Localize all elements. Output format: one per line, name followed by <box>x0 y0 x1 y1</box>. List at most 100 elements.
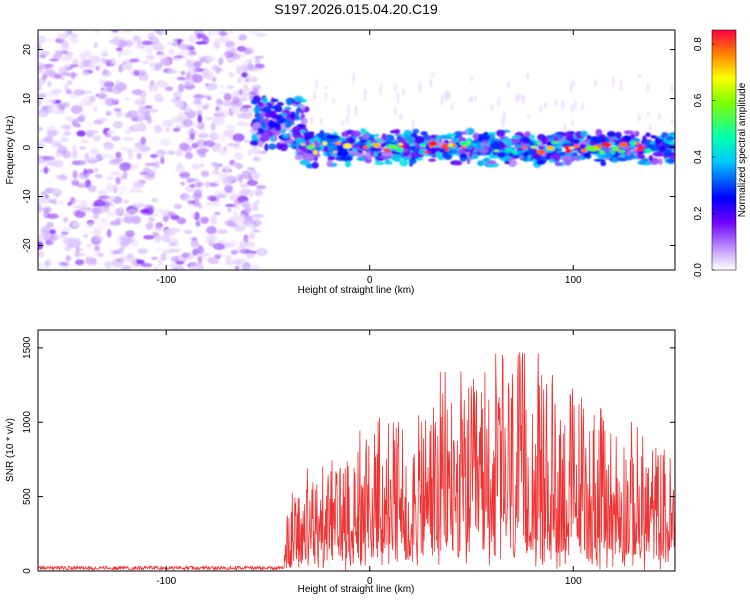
noise-blob <box>163 212 169 217</box>
snr-y-ticks: 0 500 1000 1500 <box>22 336 675 574</box>
noise-blob <box>72 145 77 153</box>
noise-blob <box>76 130 86 137</box>
onset-blob <box>291 125 302 135</box>
noise-blob <box>132 122 145 131</box>
noise-blob <box>252 229 261 233</box>
noise-blob <box>93 249 99 256</box>
tremor-blob <box>504 148 515 153</box>
noise-blob <box>241 71 248 78</box>
tremor-peak-blob <box>398 143 403 146</box>
noise-blob <box>90 147 99 155</box>
spectrogram-x-tick-label: -100 <box>156 275 176 286</box>
noise-blob <box>125 230 135 238</box>
noise-blob <box>154 160 160 169</box>
noise-blob <box>214 253 226 257</box>
noise-blob <box>226 143 239 147</box>
noise-blob <box>218 91 228 95</box>
noise-blob <box>251 204 259 212</box>
noise-blob <box>40 105 48 112</box>
tremor-peak-blob <box>601 142 612 148</box>
noise-blob <box>134 89 141 93</box>
tremor-blob <box>295 138 306 144</box>
noise-blob <box>100 87 105 91</box>
noise-blob <box>38 93 47 99</box>
noise-blob <box>246 252 255 259</box>
tremor-blob <box>364 158 372 164</box>
wisp-blob <box>638 74 642 79</box>
noise-blob <box>246 180 259 186</box>
noise-blob <box>73 200 82 204</box>
noise-blob <box>120 174 125 181</box>
tremor-blob <box>492 151 499 156</box>
noise-blob <box>143 235 155 240</box>
colorbar-tick-label: 0.2 <box>693 206 704 220</box>
noise-blob <box>93 134 101 142</box>
noise-blob <box>199 248 205 253</box>
tremor-blob <box>455 149 467 154</box>
noise-blob <box>104 133 112 138</box>
tremor-blob <box>477 160 485 167</box>
noise-blob <box>211 170 220 175</box>
noise-blob <box>99 57 104 63</box>
noise-blob <box>200 170 210 178</box>
onset-blob <box>284 106 292 111</box>
onset-blob <box>268 143 277 150</box>
noise-blob <box>215 98 223 106</box>
noise-blob <box>83 95 92 104</box>
tremor-blob <box>397 139 407 143</box>
noise-blob <box>224 220 235 226</box>
noise-blob <box>162 214 170 223</box>
noise-blob <box>74 209 86 218</box>
noise-blob <box>180 181 185 186</box>
wisp-blob <box>363 88 367 98</box>
noise-blob <box>255 55 265 59</box>
noise-blob <box>81 139 89 144</box>
snr-y-tick-label: 1500 <box>22 336 33 359</box>
noise-blob <box>53 71 66 75</box>
noise-blob <box>46 222 54 228</box>
noise-blob <box>58 199 64 206</box>
noise-blob <box>236 121 246 127</box>
noise-blob <box>70 64 80 68</box>
snr-x-tick-label: 100 <box>565 576 582 587</box>
wisp-blob <box>539 104 543 113</box>
onset-blob <box>258 102 264 107</box>
tremor-blob <box>583 152 591 158</box>
tremor-blob <box>423 134 430 140</box>
noise-blob <box>105 110 112 117</box>
tremor-blob <box>374 133 380 138</box>
noise-blob <box>46 130 58 137</box>
tremor-blob <box>409 163 413 167</box>
noise-blob <box>85 257 96 266</box>
noise-blob <box>127 209 138 214</box>
noise-blob <box>93 228 101 235</box>
spectrogram-y-tick-label: 0 <box>22 144 33 150</box>
noise-blob <box>218 30 227 35</box>
noise-blob <box>154 227 162 231</box>
noise-blob <box>123 199 130 204</box>
noise-blob <box>103 261 111 267</box>
noise-blob <box>150 154 158 159</box>
snr-x-tick-label: 0 <box>367 576 373 587</box>
noise-blob <box>53 74 63 79</box>
tremor-peak-blob <box>389 145 399 149</box>
noise-blob <box>128 189 136 193</box>
noise-blob <box>165 127 171 133</box>
noise-blob <box>42 73 48 81</box>
tremor-peak-blob <box>312 150 318 155</box>
noise-blob <box>156 247 162 252</box>
noise-blob <box>123 96 131 102</box>
tremor-peak-blob <box>580 148 588 153</box>
noise-blob <box>86 168 94 174</box>
noise-blob <box>254 189 263 197</box>
tremor-peak-blob <box>461 145 468 149</box>
noise-blob <box>138 113 144 123</box>
wisp-blob <box>497 96 501 108</box>
noise-blob <box>226 124 236 129</box>
noise-blob <box>165 211 176 217</box>
noise-blob <box>121 265 132 270</box>
tremor-blob <box>561 151 566 156</box>
noise-blob <box>229 193 239 202</box>
wisp-blob <box>470 75 474 82</box>
